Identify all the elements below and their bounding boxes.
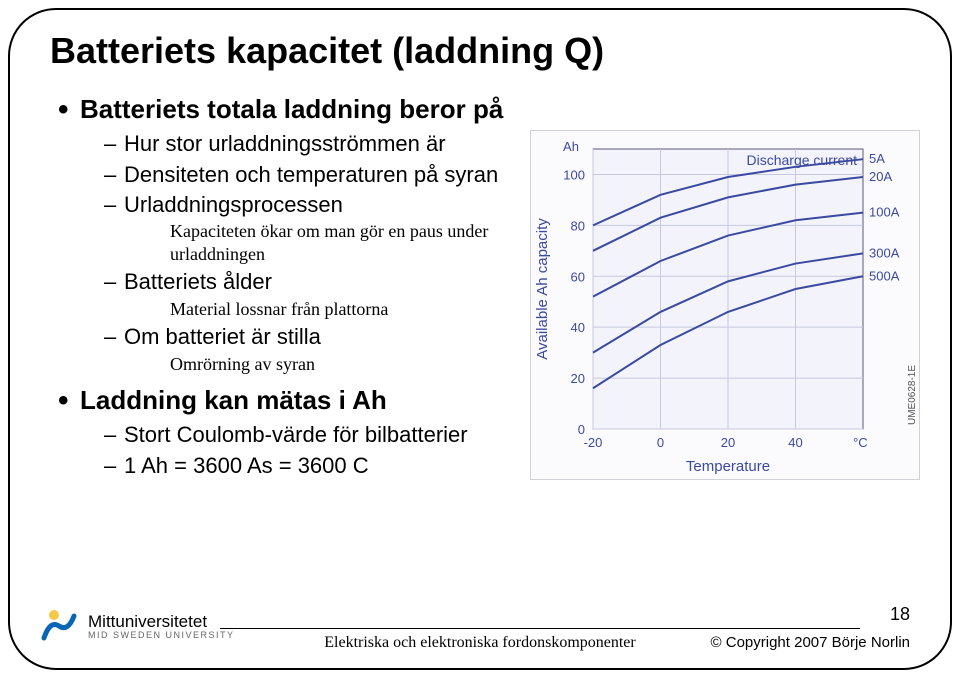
svg-text:60: 60 (571, 269, 585, 284)
svg-text:500A: 500A (869, 268, 900, 283)
discharge-chart: 020406080100-2002040°CAh5A20A100A300A500… (530, 130, 920, 480)
footer-divider (220, 628, 860, 629)
svg-text:20: 20 (721, 435, 735, 450)
logo-text-top: Mittuniversitetet (88, 613, 235, 631)
svg-text:20: 20 (571, 371, 585, 386)
svg-text:20A: 20A (869, 169, 892, 184)
bullet-lvl3: Omrörning av syran (104, 353, 530, 376)
bullet-lvl3: Material lossnar från plattorna (104, 298, 530, 321)
bullet-lvl2: Stort Coulomb-värde för bilbatterier (104, 422, 530, 448)
svg-text:UME0628-1E: UME0628-1E (907, 365, 918, 425)
svg-text:-20: -20 (584, 435, 603, 450)
bullet-lvl2: Densiteten och temperaturen på syran (104, 162, 530, 188)
bullet-lvl2: Om batteriet är stilla (104, 324, 530, 350)
svg-text:Temperature: Temperature (686, 458, 770, 475)
svg-text:°C: °C (853, 435, 868, 450)
svg-text:80: 80 (571, 218, 585, 233)
bullet-lvl2: 1 Ah = 3600 As = 3600 C (104, 453, 530, 479)
svg-text:Ah: Ah (563, 139, 579, 154)
bullet-lvl1: Laddning kan mätas i Ah (58, 385, 530, 416)
chart-svg: 020406080100-2002040°CAh5A20A100A300A500… (531, 131, 921, 481)
page-number: 18 (890, 604, 910, 625)
svg-text:40: 40 (788, 435, 802, 450)
svg-text:Available Ah capacity: Available Ah capacity (534, 218, 551, 360)
bullet-lvl3: Kapaciteten ökar om man gör en paus unde… (104, 220, 530, 265)
bullet-lvl2: Hur stor urladdningsströmmen är (104, 131, 530, 157)
footer-right: © Copyright 2007 Börje Norlin (711, 634, 910, 651)
svg-text:100A: 100A (869, 205, 900, 220)
svg-text:100: 100 (563, 167, 585, 182)
footer: 18 Mittuniversitetet MID SWEDEN UNIVERSI… (40, 600, 920, 660)
svg-text:300A: 300A (869, 245, 900, 260)
bullet-lvl1: Batteriets totala laddning beror på (58, 94, 530, 125)
text-column: Batteriets totala laddning beror på Hur … (50, 94, 530, 479)
bullet-lvl2: Batteriets ålder (104, 269, 530, 295)
svg-text:5A: 5A (869, 151, 885, 166)
svg-text:40: 40 (571, 320, 585, 335)
slide-title: Batteriets kapacitet (laddning Q) (50, 30, 910, 72)
svg-text:0: 0 (657, 435, 664, 450)
svg-text:Discharge current: Discharge current (747, 152, 858, 168)
bullet-lvl2: Urladdningsprocessen (104, 192, 530, 218)
